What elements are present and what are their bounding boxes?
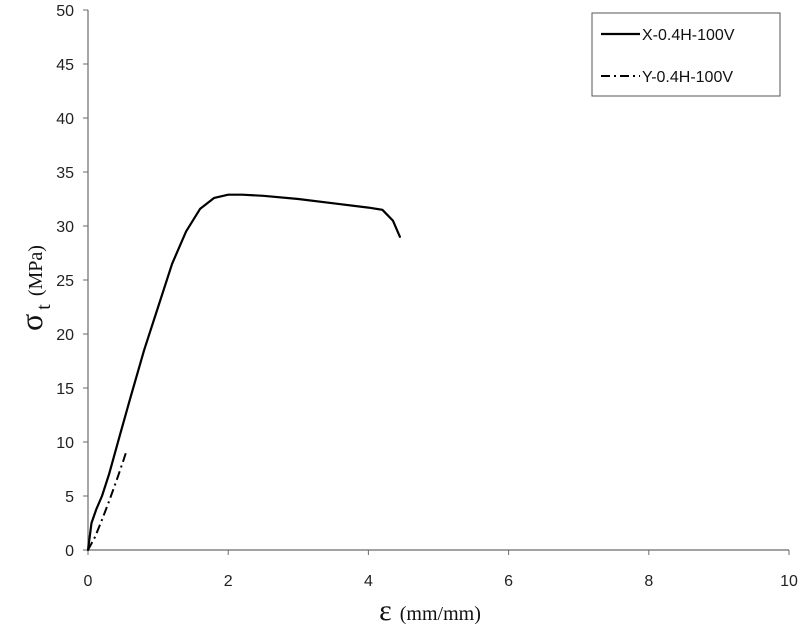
axes	[83, 9, 790, 555]
legend: X-0.4H-100V Y-0.4H-100V	[591, 12, 781, 97]
y-tick-label: 40	[56, 111, 74, 128]
x-tick-label: 0	[84, 573, 93, 590]
y-tick-labels: 0 5 10 15 20 25 30 35 40 45 50	[56, 3, 74, 560]
y-tick-label: 0	[65, 543, 74, 560]
legend-box	[591, 12, 781, 97]
y-tick-label: 20	[56, 327, 74, 344]
y-tick-label: 30	[56, 219, 74, 236]
y-tick-label: 50	[56, 3, 74, 20]
legend-label-x: X-0.4H-100V	[642, 27, 735, 44]
y-tick-label: 15	[56, 381, 74, 398]
series-line-x-0-4h-100v	[86, 193, 401, 552]
legend-label-y: Y-0.4H-100V	[642, 69, 733, 86]
series-line-y-0-4h-100v	[87, 450, 128, 551]
x-tick-label: 6	[504, 573, 513, 590]
y-tick-label: 25	[56, 273, 74, 290]
x-tick-label: 2	[224, 573, 233, 590]
x-tick-labels: 0 2 4 6 8 10	[84, 573, 798, 590]
x-tick-label: 4	[364, 573, 373, 590]
series-lines	[86, 193, 401, 552]
y-tick-label: 5	[65, 489, 74, 506]
x-axis-unit: (mm/mm)	[400, 603, 481, 625]
x-tick-label: 8	[644, 573, 653, 590]
y-axis-subscript: t	[33, 304, 55, 310]
x-axis-title: ε (mm/mm)	[379, 594, 481, 627]
y-axis-title: σ t (MPa)	[13, 245, 55, 331]
y-tick-label: 10	[56, 435, 74, 452]
x-axis-symbol: ε	[379, 594, 392, 627]
x-tick-label: 10	[780, 573, 798, 590]
y-axis-symbol: σ	[13, 314, 49, 331]
y-tick-label: 35	[56, 165, 74, 182]
y-tick-label: 45	[56, 57, 74, 74]
y-axis-unit: (MPa)	[25, 245, 47, 296]
